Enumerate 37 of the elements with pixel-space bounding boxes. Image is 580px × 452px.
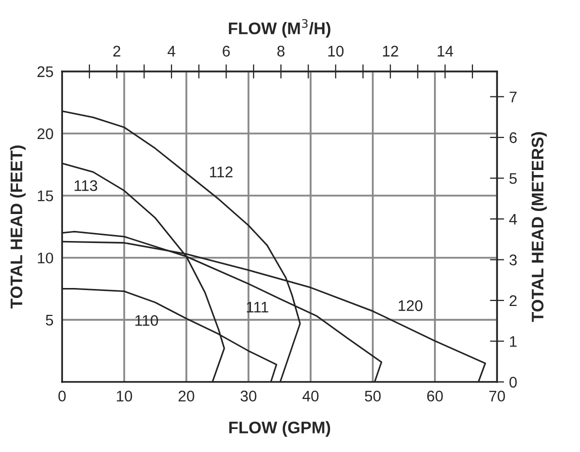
x-tick-label: 60: [427, 390, 443, 402]
x2-tick-label: 6: [222, 46, 230, 57]
y2-tick-label: 6: [510, 132, 517, 144]
x-tick-label: 20: [178, 390, 194, 402]
series-label: 112: [210, 166, 232, 178]
x2-tick-label: 4: [168, 46, 176, 56]
y2-axis-title: TOTAL HEAD (METERS): [531, 132, 547, 322]
x-tick-label: 40: [302, 390, 319, 402]
series-label: 113: [74, 180, 98, 192]
x2-tick-label: 14: [438, 46, 454, 56]
x2-axis-title: FLOW (M$^{3}$/H): [228, 19, 330, 38]
x-tick-label: 10: [116, 390, 132, 402]
x2-tick-label: 12: [383, 46, 398, 56]
x-tick-label: 30: [240, 390, 256, 402]
y-tick-label: 15: [38, 190, 54, 202]
y2-tick-label: 7: [510, 92, 517, 102]
y2-tick-label: 3: [509, 254, 517, 266]
y2-tick-label: 1: [510, 336, 517, 347]
y2-tick-label: 0: [509, 376, 517, 388]
y-tick-label: 25: [38, 66, 54, 78]
y2-tick-label: 4: [509, 214, 517, 224]
y2-tick-label: 2: [510, 295, 517, 306]
x2-tick-label: 8: [277, 46, 285, 57]
x-tick-label: 70: [489, 390, 505, 402]
y2-tick-label: 5: [509, 173, 517, 184]
x-axis-title: FLOW (GPM): [229, 421, 330, 437]
x-tick-label: 50: [364, 390, 381, 402]
x-tick-label: 0: [58, 390, 66, 402]
series-label: 111: [246, 302, 268, 312]
x2-tick-label: 10: [328, 46, 344, 57]
x2-tick-label: 2: [113, 46, 120, 56]
y-tick-label: 20: [38, 128, 54, 140]
y-axis-title: TOTAL HEAD (FEET): [10, 146, 26, 308]
y-tick-label: 5: [46, 314, 54, 326]
y-tick-label: 10: [38, 252, 54, 264]
series-label: 110: [135, 315, 158, 326]
series-label: 120: [398, 300, 422, 312]
